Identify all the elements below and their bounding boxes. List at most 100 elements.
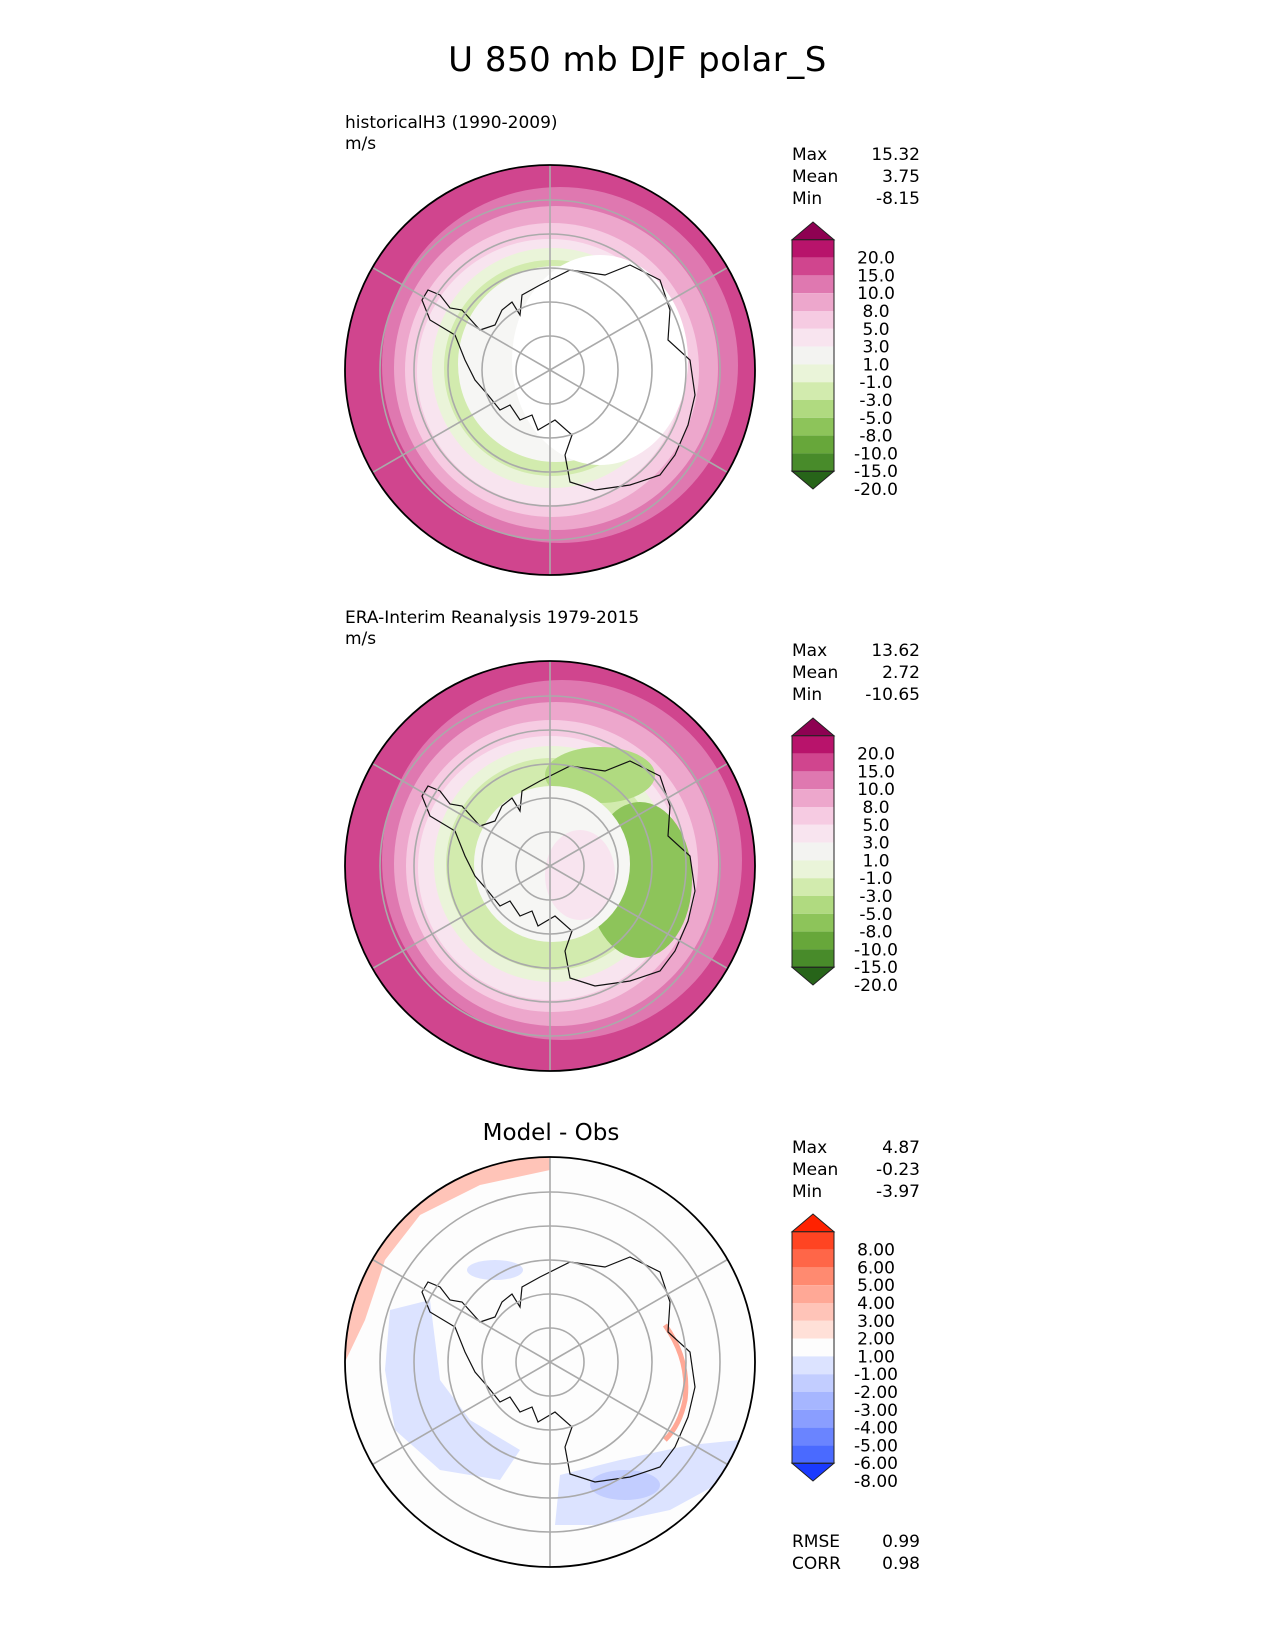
colorbar-tick-label: -3.0 [859, 887, 892, 907]
colorbar-tick-label: 10.0 [857, 780, 895, 800]
meridian-line [372, 1258, 551, 1363]
colorbar-extend-min [790, 470, 836, 490]
panel-model-title: historicalH3 (1990-2009) m/s [345, 113, 558, 155]
colorbar-tick-label: 8.00 [857, 1241, 895, 1261]
colorbar-segment [792, 807, 834, 825]
colorbar-tick-label: 4.00 [857, 1294, 895, 1314]
colorbar-segment [792, 824, 834, 843]
colorbar-segment [792, 311, 834, 329]
colorbar-segment [792, 382, 834, 400]
graticules [344, 164, 756, 1568]
stat-value: -0.23 [876, 1160, 920, 1180]
stats-row: Mean -0.23 [792, 1159, 920, 1181]
colorbar-segment [792, 789, 834, 807]
colorbar-tick-label: -2.00 [854, 1383, 898, 1403]
colorbar-tick-label: 1.0 [862, 355, 889, 375]
colorbar-extend-min [790, 1462, 836, 1482]
meridian-line [549, 369, 728, 474]
map-boundary [344, 164, 756, 576]
stat-value: 15.32 [871, 145, 920, 165]
stats-row: Min -3.97 [792, 1181, 920, 1203]
colorbar-tick-label: -3.00 [854, 1401, 898, 1421]
colorbar-tick-label: 20.0 [857, 745, 895, 765]
panel-obs-name: ERA-Interim Reanalysis 1979-2015 [345, 608, 640, 628]
colorbar-segment [792, 913, 834, 932]
meridian-line [372, 762, 551, 867]
map-model-rings [345, 165, 755, 575]
stats-obs: Max 13.62 Mean 2.72 Min -10.65 [792, 640, 920, 706]
colorbar-segment [792, 293, 834, 311]
graticule-2 [344, 1156, 756, 1568]
colorbar-tick-label: -5.00 [854, 1436, 898, 1456]
colorbar-segment [792, 346, 834, 365]
panel-obs-title: ERA-Interim Reanalysis 1979-2015 m/s [345, 608, 639, 650]
colorbar-tick-label: 3.00 [857, 1312, 895, 1332]
colorbar-tick-label: -1.00 [854, 1365, 898, 1385]
colorbar-tick-label: -1.0 [859, 373, 892, 393]
stats-row: Max 15.32 [792, 144, 920, 166]
colorbar-segment [792, 753, 834, 772]
colorbar-frame [791, 735, 835, 968]
meridian-line [372, 369, 551, 474]
colorbar-tick-label: 15.0 [857, 762, 895, 782]
metric-label: RMSE [792, 1532, 841, 1552]
colorbar-segment [792, 878, 834, 896]
colorbar-segment [792, 735, 834, 754]
colorbar-tick-label: 20.0 [857, 249, 895, 269]
colorbar-segment [792, 1231, 834, 1250]
colorbar-tick-label: 10.0 [857, 284, 895, 304]
panel-model-name: historicalH3 (1990-2009) [345, 113, 558, 133]
colorbar-segment [792, 239, 834, 258]
colorbar-tick-label: 1.00 [857, 1347, 895, 1367]
colorbar-segment [792, 1427, 834, 1446]
stat-value: -8.15 [876, 189, 920, 209]
colorbar-tick-label: -20.0 [854, 480, 898, 500]
stat-label: Mean [792, 167, 839, 187]
colorbar-segment [792, 364, 834, 383]
metric-label: CORR [792, 1554, 841, 1574]
colorbar-segment [792, 1409, 834, 1428]
colorbar-segment [792, 1445, 834, 1464]
colorbar-segment [792, 1338, 834, 1357]
colorbar-segment [792, 1285, 834, 1303]
colorbar-tick-label: 3.0 [862, 834, 889, 854]
metric-value: 0.99 [882, 1532, 920, 1552]
colorbar-segment [792, 1392, 834, 1410]
colorbar-segment [792, 1249, 834, 1268]
figure-title: U 850 mb DJF polar_S [448, 40, 827, 80]
colorbar-tick-label: 5.00 [857, 1276, 895, 1296]
panel-diff-title: Model - Obs [482, 1120, 620, 1146]
colorbar-frame [791, 239, 835, 472]
colorbar-segment [792, 275, 834, 294]
stat-label: Min [792, 1182, 823, 1202]
colorbar-segment [792, 896, 834, 914]
colorbar-tick-label: -3.0 [859, 391, 892, 411]
stat-label: Mean [792, 1160, 839, 1180]
stats-diff: Max 4.87 Mean -0.23 Min -3.97 [792, 1137, 920, 1203]
colorbar-segment [792, 435, 834, 454]
map-boundary [344, 1156, 756, 1568]
map-boundary [344, 660, 756, 1072]
colorbar-tick-label: 5.0 [862, 816, 889, 836]
colorbar-segment [792, 417, 834, 436]
stat-value: 4.87 [882, 1138, 920, 1158]
stats-row: Max 4.87 [792, 1137, 920, 1159]
colorbar-segment [792, 860, 834, 879]
stat-value: -10.65 [865, 685, 920, 705]
colorbar-tick-label: 15.0 [857, 266, 895, 286]
colorbar-segment [792, 949, 834, 968]
stat-label: Max [792, 145, 828, 165]
colorbar-tick-label: 6.00 [857, 1258, 895, 1278]
metrics-row: CORR 0.98 [792, 1553, 920, 1575]
stat-label: Min [792, 685, 823, 705]
colorbar-tick-label: -8.0 [859, 923, 892, 943]
meridian-line [549, 762, 728, 867]
colorbar-segment [792, 1374, 834, 1392]
stat-label: Min [792, 189, 823, 209]
colorbar-segment [792, 1267, 834, 1286]
meridian-line [372, 1361, 551, 1466]
colorbar-tick-label: -8.0 [859, 427, 892, 447]
colorbar-segment [792, 257, 834, 276]
colorbar-segment [792, 771, 834, 790]
colorbar-tick-label: 2.00 [857, 1330, 895, 1350]
